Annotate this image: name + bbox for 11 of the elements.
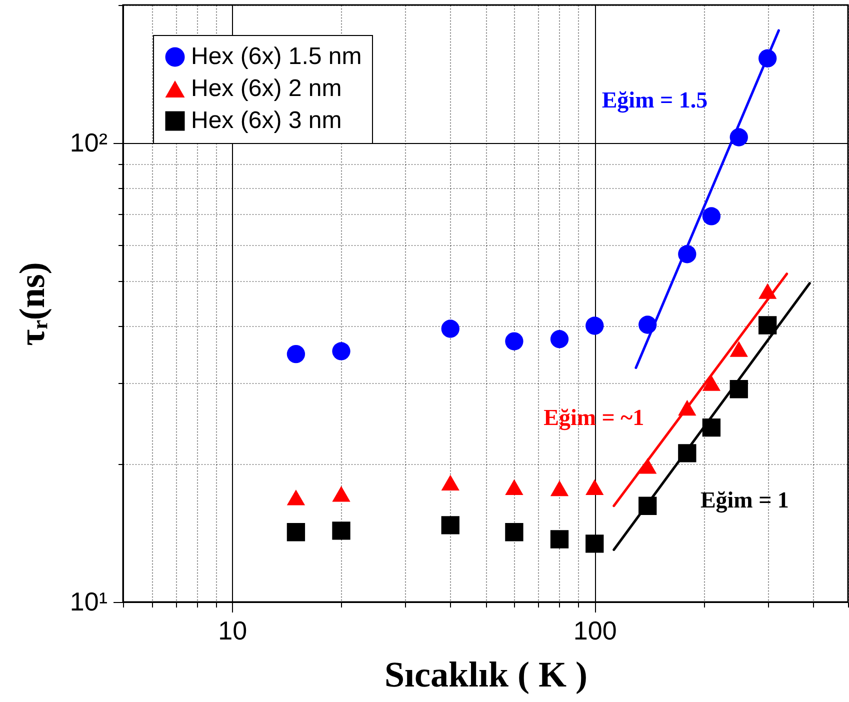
legend-label: Hex (6x) 1.5 nm <box>191 43 362 70</box>
annotation: Eğim = 1 <box>700 487 789 514</box>
x-tick-label: 100 <box>573 616 617 646</box>
y-axis-title: τᵣ(ns) <box>12 262 52 346</box>
legend-label: Hex (6x) 3 nm <box>191 107 342 134</box>
x-tick-label: 10 <box>218 616 248 646</box>
legend-label: Hex (6x) 2 nm <box>191 75 342 102</box>
y-tick-label: 10¹ <box>70 586 108 616</box>
y-tick-label: 10² <box>70 128 108 158</box>
annotation: Eğim = 1.5 <box>602 87 708 114</box>
x-axis-title: Sıcaklık ( K ) <box>384 654 588 694</box>
